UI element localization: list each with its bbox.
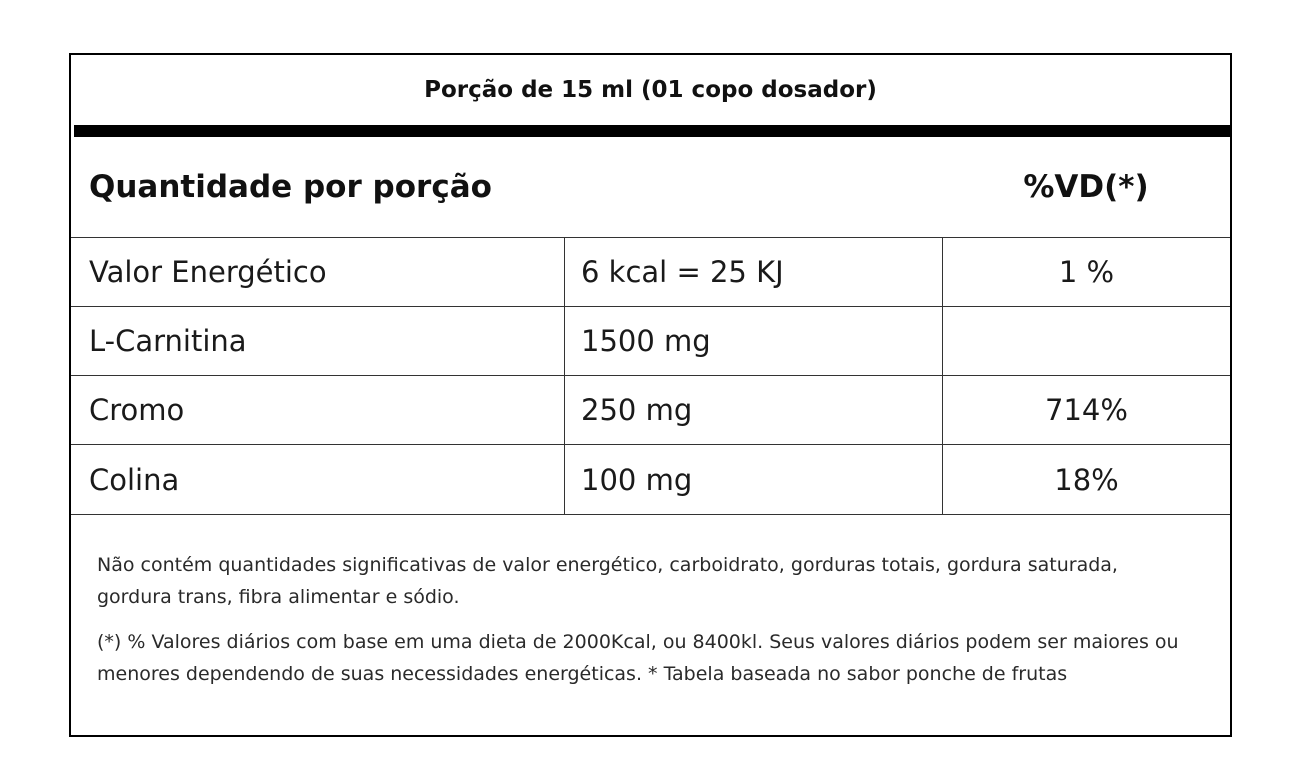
table-row: Colina 100 mg 18% <box>71 445 1230 515</box>
nutrient-daily-value: 18% <box>942 445 1230 514</box>
thick-divider <box>74 125 1230 137</box>
nutrient-daily-value <box>942 307 1230 375</box>
nutrient-name: Colina <box>89 462 180 497</box>
nutrient-amount: 100 mg <box>564 445 942 514</box>
nutrient-amount: 6 kcal = 25 KJ <box>564 238 942 306</box>
nutrient-amount: 1500 mg <box>564 307 942 375</box>
nutrient-daily-value: 714% <box>942 376 1230 444</box>
serving-size: Porção de 15 ml (01 copo dosador) <box>424 77 877 103</box>
nutrient-daily-value: 1 % <box>942 238 1230 306</box>
table-row: L-Carnitina 1500 mg <box>71 307 1230 376</box>
footnote-daily-values: (*) % Valores diários com base em uma di… <box>97 631 1179 685</box>
nutrient-rows: Valor Energético 6 kcal = 25 KJ 1 % L-Ca… <box>71 237 1230 515</box>
nutrient-amount: 250 mg <box>564 376 942 444</box>
nutrient-name: Cromo <box>89 393 185 427</box>
amount-per-serving-heading: Quantidade por porção <box>89 169 492 205</box>
nutrient-name: Valor Energético <box>89 255 327 289</box>
footnote-insignificant: Não contém quantidades significativas de… <box>97 554 1118 608</box>
table-header: Quantidade por porção %VD(*) <box>71 137 1230 237</box>
footnotes: Não contém quantidades significativas de… <box>97 549 1187 703</box>
table-row: Valor Energético 6 kcal = 25 KJ 1 % <box>71 238 1230 307</box>
nutrient-name: L-Carnitina <box>89 324 247 358</box>
nutrition-table: Porção de 15 ml (01 copo dosador) Quanti… <box>69 53 1232 737</box>
table-row: Cromo 250 mg 714% <box>71 376 1230 445</box>
daily-value-heading: %VD(*) <box>1023 169 1149 205</box>
